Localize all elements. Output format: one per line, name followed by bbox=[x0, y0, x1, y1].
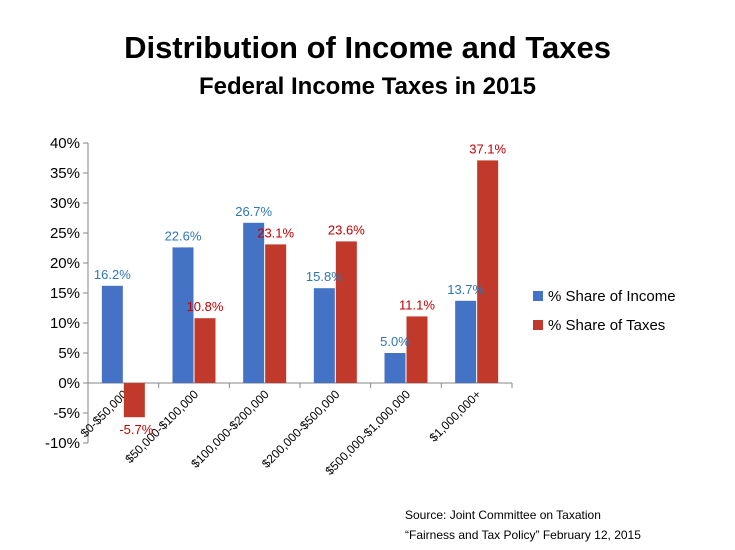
bar bbox=[172, 247, 194, 383]
x-tick-label: $100,000-$200,000 bbox=[188, 387, 272, 471]
bar bbox=[406, 316, 428, 383]
bar bbox=[101, 285, 123, 383]
legend-label: % Share of Taxes bbox=[548, 317, 665, 334]
y-tick-label: 35% bbox=[50, 165, 80, 182]
bar bbox=[335, 241, 357, 383]
y-tick-label: 25% bbox=[50, 225, 80, 242]
bar bbox=[384, 353, 406, 383]
bar bbox=[194, 318, 216, 383]
chart-subtitle: Federal Income Taxes in 2015 bbox=[198, 73, 537, 100]
y-tick-label: -10% bbox=[45, 435, 80, 452]
data-label: 16.2% bbox=[94, 267, 131, 282]
bar bbox=[265, 244, 287, 383]
data-label: 10.8% bbox=[187, 299, 224, 314]
data-label: 11.1% bbox=[399, 297, 435, 312]
legend-swatch bbox=[533, 320, 543, 330]
data-label: 37.1% bbox=[469, 141, 506, 156]
bars bbox=[101, 160, 499, 418]
x-tick-label: $200,000-$500,000 bbox=[259, 387, 343, 471]
bar bbox=[123, 383, 145, 418]
data-label: 22.6% bbox=[165, 228, 202, 243]
legend-swatch bbox=[533, 291, 543, 301]
bar bbox=[243, 222, 265, 383]
source-line-2: “Fairness and Tax Policy” February 12, 2… bbox=[405, 528, 641, 542]
data-label: 23.1% bbox=[257, 225, 294, 240]
legend-label: % Share of Income bbox=[548, 288, 676, 305]
data-label: 15.8% bbox=[306, 269, 343, 284]
y-tick-label: 20% bbox=[50, 255, 80, 272]
data-labels: 16.2% -5.7% 22.6% 10.8% 26.7% 23.1% 15.8% 23.6%… bbox=[94, 141, 507, 437]
data-label: 23.6% bbox=[328, 222, 365, 237]
chart-title: Distribution of Income and Taxes bbox=[124, 30, 611, 65]
y-tick-label: 30% bbox=[50, 195, 80, 212]
bar bbox=[455, 300, 477, 383]
source-note: Source: Joint Committee on Taxation “Fai… bbox=[405, 505, 641, 545]
y-tick-label: 0% bbox=[58, 375, 80, 392]
y-tick-label: 10% bbox=[50, 315, 80, 332]
y-tick-label: 40% bbox=[50, 135, 80, 152]
source-line-1: Source: Joint Committee on Taxation bbox=[405, 508, 601, 522]
y-tick-label: 5% bbox=[58, 345, 80, 362]
y-tick-label: 15% bbox=[50, 285, 80, 302]
legend: % Share of Income % Share of Taxes bbox=[533, 288, 676, 334]
data-label: 26.7% bbox=[235, 204, 272, 219]
bar bbox=[477, 160, 499, 383]
x-tick-label: $1,000,000+ bbox=[426, 387, 483, 444]
data-label: 5.0% bbox=[380, 334, 410, 349]
bar bbox=[313, 288, 335, 383]
data-label: 13.7% bbox=[447, 282, 484, 297]
data-label: -5.7% bbox=[119, 422, 153, 437]
y-tick-label: -5% bbox=[53, 405, 80, 422]
